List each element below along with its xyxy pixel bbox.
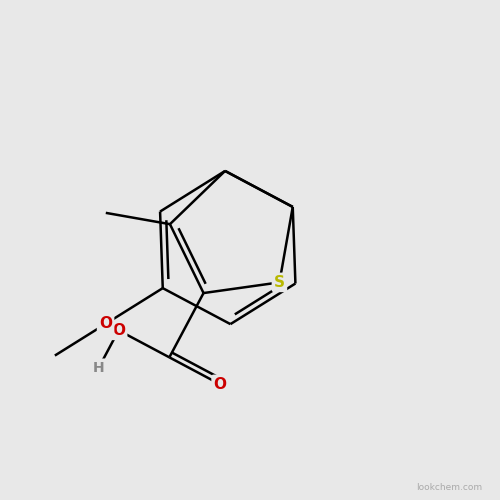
Text: O: O — [112, 323, 125, 338]
Text: H: H — [93, 360, 104, 374]
Text: O: O — [214, 377, 226, 392]
Text: lookchem.com: lookchem.com — [416, 484, 482, 492]
Text: O: O — [99, 316, 112, 332]
Text: S: S — [274, 275, 285, 290]
